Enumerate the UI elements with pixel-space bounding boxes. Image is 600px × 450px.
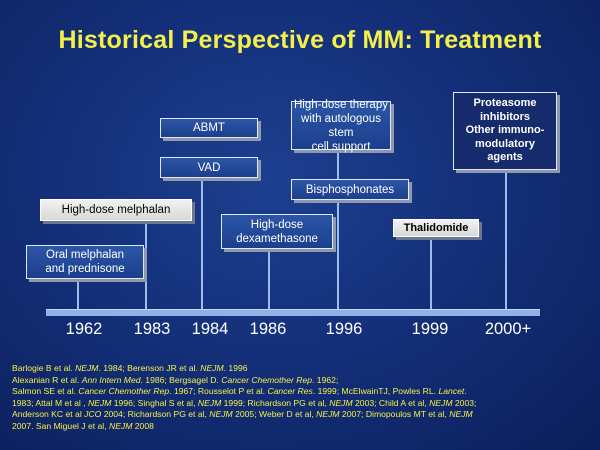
reference-line: Anderson KC et al JCO 2004; Richardson P… [12,409,592,421]
event-proteasome-inhibitors: Proteasome inhibitors Other immuno- modu… [453,92,557,170]
references: Barlogie B et al. NEJM. 1984; Berenson J… [12,363,592,432]
event-label: High-dose [250,218,304,231]
ref-text: Salmon SE et al. [12,386,79,396]
year-label: 1996 [325,320,363,338]
ref-journal: NEJM [200,363,224,373]
ref-text: . 1962; [312,374,339,385]
ref-journal: Cancer Chemother Rep [221,374,313,385]
ref-text: 2003; [452,397,477,408]
event-thalidomide: Thalidomide [393,219,479,237]
ref-text: Alexanian R et al. [12,374,82,385]
event-label: agents [487,151,523,164]
event-label: Thalidomide [403,222,469,234]
event-label: Proteasome [473,97,537,110]
connector-2000 [505,170,507,310]
reference-line: Salmon SE et al. Cancer Chemother Rep. 1… [12,386,592,398]
event-high-dose-dexamethasone: High-dose dexamethasone [221,214,333,249]
ref-journal: JCO [84,409,102,419]
ref-text: 2005; Weber D et al, [232,409,317,419]
reference-line: 1983; Attal M et al , NEJM 1996; Singhal… [12,398,592,410]
event-label: High-dose melphalan [61,204,171,216]
ref-text: 2007; Dimopoulos MT et al, [339,409,450,419]
reference-line: Barlogie B et al. NEJM. 1984; Berenson J… [12,363,592,375]
event-label: and prednisone [45,263,125,275]
connector-1986 [268,250,270,310]
year-label: 1999 [411,320,449,338]
event-high-dose-melphalan: High-dose melphalan [40,199,192,221]
ref-journal: NEJM [316,409,340,419]
year-label: 1962 [65,320,103,338]
event-oral-melphalan: Oral melphalan and prednisone [26,245,144,279]
ref-journal: Cancer Chemother Rep [78,386,170,396]
ref-text: 2008 [132,420,154,431]
event-label: cell support [311,140,371,153]
connector-1983 [145,222,147,310]
ref-text: 1996; Singhal S et al, [111,397,198,408]
event-label: ABMT [193,122,225,134]
ref-journal: Cancer Res [267,386,313,396]
timeline-axis [46,309,540,316]
ref-text: . 1984; Berenson JR et al. [98,363,201,373]
ref-text: 2004; Richardson PG et al, [101,409,210,419]
event-label: modulatory [475,137,535,150]
ref-journal: NEJM [429,397,453,408]
ref-text: 1983; Attal M et al , [12,397,88,408]
ref-text: . 1986; Bergsagel D. [140,374,222,385]
ref-journal: NEJM [197,397,222,408]
ref-text: . [464,386,467,396]
ref-journal: Ann Intern Med [81,374,141,385]
ref-text: 2007. San Miguel J et al, [12,420,109,431]
ref-journal: NEJM [209,409,233,419]
reference-line: Alexanian R et al. Ann Intern Med. 1986;… [12,375,592,387]
event-label: VAD [197,161,221,174]
connector-1996 [337,150,339,310]
slide-title: Historical Perspective of MM: Treatment [58,26,542,54]
event-label: inhibitors [479,110,531,123]
ref-text: 2003; Child A et al, [352,397,430,408]
ref-journal: NEJM [329,397,353,408]
event-label: High-dose therapy [294,98,388,111]
event-high-dose-therapy: High-dose therapy with autologous stem c… [291,98,391,153]
ref-text: . 1996 [223,363,248,373]
event-vad: VAD [160,157,258,178]
reference-line: 2007. San Miguel J et al, NEJM 2008 [12,421,592,433]
ref-journal: NEJM [87,397,112,408]
event-label: Other immuno- [465,124,545,137]
event-label: Oral melphalan [46,249,124,261]
event-bisphosphonates: Bisphosphonates [291,179,409,200]
ref-text: 1999; Richardson PG et al, [221,397,330,408]
year-label: 1983 [133,320,171,338]
ref-journal: Lancet [438,386,465,396]
ref-text: Barlogie B et al. [12,363,76,373]
connector-1999 [430,240,432,310]
connector-1962 [77,278,79,310]
event-label: with autologous stem [301,112,381,139]
ref-journal: NEJM [75,363,99,373]
year-label: 1984 [191,320,229,338]
connector-1984 [201,178,203,310]
ref-journal: NEJM [449,409,473,419]
event-label: dexamethasone [236,232,318,245]
ref-text: . 1967; Rousselot P et al. [169,386,268,396]
ref-text: . 1999; McElwainTJ, Powles RL. [312,386,439,396]
year-label: 1986 [249,320,287,338]
event-label: Bisphosphonates [305,183,395,196]
ref-journal: NEJM [108,420,133,431]
event-abmt: ABMT [160,118,258,138]
year-label: 2000+ [484,320,532,338]
ref-text: Anderson KC et al [12,409,85,419]
